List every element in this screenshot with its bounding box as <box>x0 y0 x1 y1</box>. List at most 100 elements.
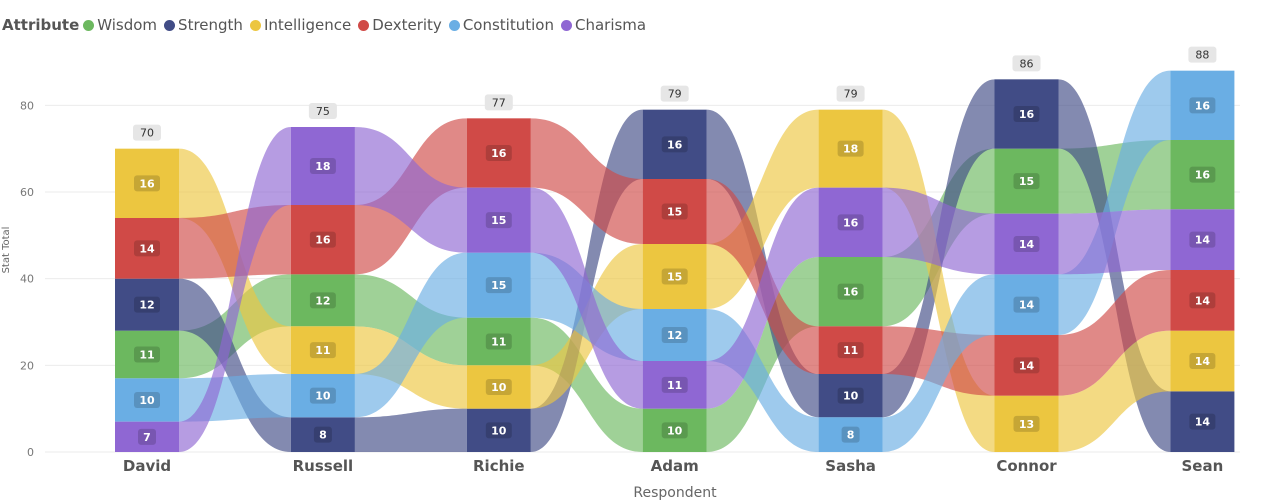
bar-segment-intelligence[interactable] <box>466 365 531 409</box>
data-label-box <box>309 158 336 174</box>
data-label: 15 <box>491 279 506 292</box>
bar-segment-constitution[interactable] <box>115 378 179 422</box>
total-label: 79 <box>668 88 682 101</box>
bar-segment-dexterity[interactable] <box>1170 270 1235 331</box>
bar-segment-charisma[interactable] <box>1170 209 1235 270</box>
legend-item-charisma[interactable]: Charisma <box>560 16 646 34</box>
data-label-box <box>309 342 336 359</box>
bar-segment-intelligence[interactable] <box>115 148 179 218</box>
bar-segment-wisdom[interactable] <box>115 330 179 379</box>
bar-segment-dexterity[interactable] <box>642 179 707 244</box>
bar-segment-wisdom[interactable] <box>1170 140 1235 210</box>
ribbon-charisma[interactable] <box>1058 209 1171 275</box>
ribbon-constitution[interactable] <box>882 274 995 452</box>
data-label-box <box>841 426 860 443</box>
legend-item-constitution[interactable]: Constitution <box>448 16 554 34</box>
bar-segment-constitution[interactable] <box>642 309 707 361</box>
ribbon-charisma[interactable] <box>706 187 819 409</box>
bar-segment-constitution[interactable] <box>994 274 1059 335</box>
data-label-box <box>1189 97 1216 114</box>
legend-label: Constitution <box>462 16 554 34</box>
data-label-box <box>485 379 512 395</box>
ribbon-wisdom[interactable] <box>706 257 819 452</box>
bar-segment-wisdom[interactable] <box>466 317 531 366</box>
ribbon-strength[interactable] <box>354 408 467 452</box>
y-axis-title: Stat Total <box>1 227 12 274</box>
data-label-box <box>1013 236 1040 252</box>
ribbon-charisma[interactable] <box>179 127 291 452</box>
data-label-box <box>837 214 864 231</box>
data-label-box <box>309 231 336 248</box>
bar-segment-constitution[interactable] <box>1170 70 1235 140</box>
bar-segment-intelligence[interactable] <box>290 326 355 374</box>
data-label-box <box>485 212 512 229</box>
bar-segment-dexterity[interactable] <box>818 326 883 374</box>
bar-segment-intelligence[interactable] <box>1170 330 1235 392</box>
bar-segment-dexterity[interactable] <box>115 218 179 279</box>
bar-segment-wisdom[interactable] <box>818 257 883 327</box>
bar-segment-intelligence[interactable] <box>818 109 883 188</box>
data-label: 10 <box>843 390 859 403</box>
legend-item-dexterity[interactable]: Dexterity <box>358 16 442 34</box>
bar-segment-charisma[interactable] <box>466 187 531 253</box>
bar-segment-strength[interactable] <box>642 109 707 179</box>
ribbon-dexterity[interactable] <box>1058 270 1171 396</box>
bar-segment-charisma[interactable] <box>818 187 883 257</box>
data-label: 16 <box>491 147 507 160</box>
y-tick-label: 20 <box>20 359 34 372</box>
data-label: 13 <box>1019 418 1034 431</box>
legend-swatch <box>164 19 176 31</box>
ribbon-intelligence[interactable] <box>1058 330 1171 452</box>
legend-item-intelligence[interactable]: Intelligence <box>249 16 351 34</box>
data-label-box <box>309 292 336 309</box>
bar-segment-intelligence[interactable] <box>642 244 707 309</box>
ribbon-charisma[interactable] <box>882 187 995 275</box>
bar-segment-constitution[interactable] <box>818 417 883 452</box>
data-label: 14 <box>1019 359 1035 372</box>
data-label: 10 <box>667 424 683 437</box>
bar-segment-intelligence[interactable] <box>994 395 1059 452</box>
ribbon-dexterity[interactable] <box>530 118 643 244</box>
bar-segment-dexterity[interactable] <box>290 205 355 275</box>
bar-segment-strength[interactable] <box>818 374 883 418</box>
bar-segment-strength[interactable] <box>466 408 531 452</box>
data-label: 15 <box>667 271 682 284</box>
bar-segment-charisma[interactable] <box>642 361 707 409</box>
ribbon-constitution[interactable] <box>354 252 467 418</box>
data-label: 14 <box>1195 355 1211 368</box>
legend-swatch <box>448 19 460 31</box>
bar-segment-charisma[interactable] <box>115 421 179 452</box>
data-label: 11 <box>491 336 506 349</box>
ribbon-charisma[interactable] <box>354 127 467 253</box>
bar-segment-constitution[interactable] <box>290 374 355 418</box>
total-label-box <box>133 124 161 141</box>
total-label-box <box>1188 46 1217 63</box>
data-label-box <box>837 342 864 359</box>
bar-segment-strength[interactable] <box>290 417 355 452</box>
bar-segment-dexterity[interactable] <box>466 118 531 188</box>
total-label-box <box>836 85 865 102</box>
ribbon-charisma[interactable] <box>530 187 643 409</box>
bar-segment-dexterity[interactable] <box>994 335 1059 396</box>
legend-item-wisdom[interactable]: Wisdom <box>83 16 157 34</box>
ribbon-wisdom[interactable] <box>530 317 643 452</box>
legend-item-strength[interactable]: Strength <box>164 16 243 34</box>
bar-segment-strength[interactable] <box>1170 391 1235 452</box>
bar-segment-constitution[interactable] <box>466 252 531 318</box>
data-label-box <box>661 422 688 439</box>
data-label: 16 <box>315 234 331 247</box>
bar-segment-strength[interactable] <box>994 79 1059 149</box>
bar-segment-wisdom[interactable] <box>994 148 1059 214</box>
ribbon-intelligence[interactable] <box>706 109 819 310</box>
bar-segment-charisma[interactable] <box>994 213 1059 275</box>
data-label-box <box>138 428 156 445</box>
data-label: 8 <box>319 429 327 442</box>
data-label: 16 <box>1019 108 1035 121</box>
total-label: 70 <box>140 127 154 140</box>
bar-segment-wisdom[interactable] <box>290 274 355 327</box>
bar-segment-strength[interactable] <box>115 278 179 331</box>
data-label-box <box>313 426 332 443</box>
bar-segment-charisma[interactable] <box>290 127 355 205</box>
bar-segment-wisdom[interactable] <box>642 408 707 452</box>
total-label: 75 <box>316 105 330 118</box>
